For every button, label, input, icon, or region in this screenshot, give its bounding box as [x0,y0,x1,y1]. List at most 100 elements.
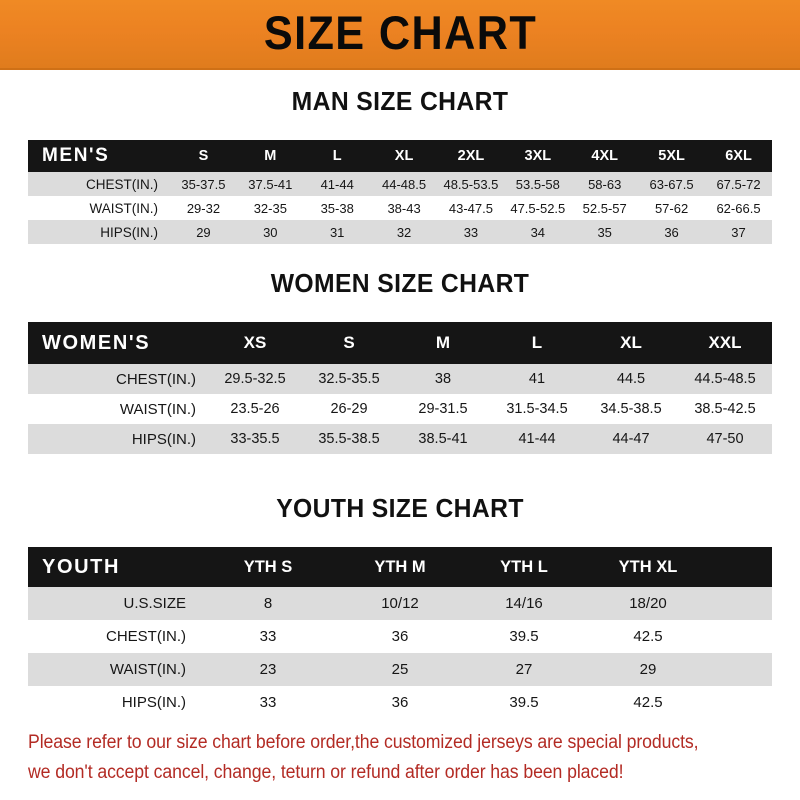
men-cell-1-8: 62-66.5 [705,196,772,220]
youth-table-head: YOUTH YTH S YTH M YTH L YTH XL [28,547,772,587]
men-cell-0-2: 41-44 [303,172,371,196]
men-cell-1-2: 35-38 [303,196,371,220]
women-cell-2-4: 44-47 [584,424,678,454]
youth-cell-1-0: 33 [198,620,338,653]
youth-col-1: YTH M [338,547,462,587]
men-col-1: M [236,140,304,172]
men-cell-1-0: 29-32 [170,196,237,220]
youth-cell-2-3: 29 [586,653,710,686]
women-cell-2-3: 41-44 [490,424,584,454]
youth-cell-3-0: 33 [198,686,338,719]
youth-cell-2-0: 23 [198,653,338,686]
youth-col-3: YTH XL [586,547,710,587]
youth-cell-0-0: 8 [198,587,338,620]
men-cell-0-0: 35-37.5 [170,172,237,196]
men-cell-2-3: 32 [370,220,438,244]
order-policy-note: Please refer to our size chart before or… [28,728,726,788]
youth-col-2: YTH L [462,547,586,587]
youth-cell-2-2: 27 [462,653,586,686]
men-table-head: MEN'S S M L XL 2XL 3XL 4XL 5XL 6XL [28,140,772,172]
youth-cell-0-1: 10/12 [338,587,462,620]
youth-cell-3-2: 39.5 [462,686,586,719]
youth-cell-3-spacer [710,686,772,719]
women-corner-label: WOMEN'S [28,322,208,364]
youth-cell-1-3: 42.5 [586,620,710,653]
women-row-0-label: CHEST(IN.) [28,364,208,394]
table-row: HIPS(IN.) 33-35.5 35.5-38.5 38.5-41 41-4… [28,424,772,454]
men-cell-2-1: 30 [236,220,304,244]
women-col-1: S [302,322,396,364]
men-cell-2-6: 35 [571,220,639,244]
table-row: WAIST(IN.) 23 25 27 29 [28,653,772,686]
women-cell-2-2: 38.5-41 [396,424,490,454]
women-cell-0-4: 44.5 [584,364,678,394]
youth-cell-0-spacer [710,587,772,620]
youth-cell-3-3: 42.5 [586,686,710,719]
men-cell-0-3: 44-48.5 [370,172,438,196]
men-cell-2-2: 31 [303,220,371,244]
header-banner: SIZE CHART [0,0,800,70]
women-row-2-label: HIPS(IN.) [28,424,208,454]
women-cell-0-3: 41 [490,364,584,394]
youth-row-3-label: HIPS(IN.) [28,686,198,719]
table-row: HIPS(IN.) 29 30 31 32 33 34 35 36 37 [28,220,772,244]
men-row-2-label: HIPS(IN.) [28,220,170,244]
men-section-title: MAN SIZE CHART [291,86,509,116]
youth-size-table: YOUTH YTH S YTH M YTH L YTH XL U.S.SIZE … [28,547,772,719]
men-cell-2-4: 33 [437,220,505,244]
men-cell-1-7: 57-62 [638,196,705,220]
women-cell-1-5: 38.5-42.5 [678,394,772,424]
women-cell-0-2: 38 [396,364,490,394]
men-col-3: XL [370,140,438,172]
women-cell-0-1: 32.5-35.5 [302,364,396,394]
women-cell-1-0: 23.5-26 [208,394,302,424]
youth-header-row: YOUTH YTH S YTH M YTH L YTH XL [28,547,772,587]
page-title: SIZE CHART [263,6,537,59]
table-row: CHEST(IN.) 29.5-32.5 32.5-35.5 38 41 44.… [28,364,772,394]
men-cell-0-8: 67.5-72 [705,172,772,196]
men-cell-1-4: 43-47.5 [437,196,505,220]
women-col-4: XL [584,322,678,364]
youth-corner-label: YOUTH [28,547,198,587]
women-cell-1-2: 29-31.5 [396,394,490,424]
order-policy-note-line-2: we don't accept cancel, change, teturn o… [28,762,624,783]
women-size-table: WOMEN'S XS S M L XL XXL CHEST(IN.) 29.5-… [28,322,772,454]
youth-cell-1-spacer [710,620,772,653]
youth-table-body: U.S.SIZE 8 10/12 14/16 18/20 CHEST(IN.) … [28,587,772,719]
men-corner-label: MEN'S [28,140,170,172]
women-table-body: CHEST(IN.) 29.5-32.5 32.5-35.5 38 41 44.… [28,364,772,454]
men-col-0: S [170,140,237,172]
women-col-5: XXL [678,322,772,364]
women-cell-0-0: 29.5-32.5 [208,364,302,394]
men-cell-1-5: 47.5-52.5 [504,196,572,220]
men-header-row: MEN'S S M L XL 2XL 3XL 4XL 5XL 6XL [28,140,772,172]
women-header-row: WOMEN'S XS S M L XL XXL [28,322,772,364]
women-col-3: L [490,322,584,364]
men-cell-2-5: 34 [504,220,572,244]
women-size-chart: WOMEN'S XS S M L XL XXL CHEST(IN.) 29.5-… [28,322,772,454]
men-cell-0-5: 53.5-58 [504,172,572,196]
youth-cell-1-2: 39.5 [462,620,586,653]
youth-cell-2-spacer [710,653,772,686]
men-cell-1-3: 38-43 [370,196,438,220]
women-cell-2-5: 47-50 [678,424,772,454]
men-cell-0-7: 63-67.5 [638,172,705,196]
youth-cell-2-1: 25 [338,653,462,686]
table-row: WAIST(IN.) 23.5-26 26-29 29-31.5 31.5-34… [28,394,772,424]
youth-row-1-label: CHEST(IN.) [28,620,198,653]
men-col-4: 2XL [437,140,505,172]
men-cell-0-4: 48.5-53.5 [437,172,505,196]
women-row-1-label: WAIST(IN.) [28,394,208,424]
youth-row-0-label: U.S.SIZE [28,587,198,620]
youth-section-title: YOUTH SIZE CHART [276,493,524,523]
women-col-0: XS [208,322,302,364]
men-col-2: L [303,140,371,172]
men-row-1-label: WAIST(IN.) [28,196,170,220]
men-col-5: 3XL [504,140,572,172]
men-cell-1-6: 52.5-57 [571,196,639,220]
men-cell-0-1: 37.5-41 [236,172,304,196]
women-cell-1-1: 26-29 [302,394,396,424]
women-cell-1-3: 31.5-34.5 [490,394,584,424]
women-col-2: M [396,322,490,364]
